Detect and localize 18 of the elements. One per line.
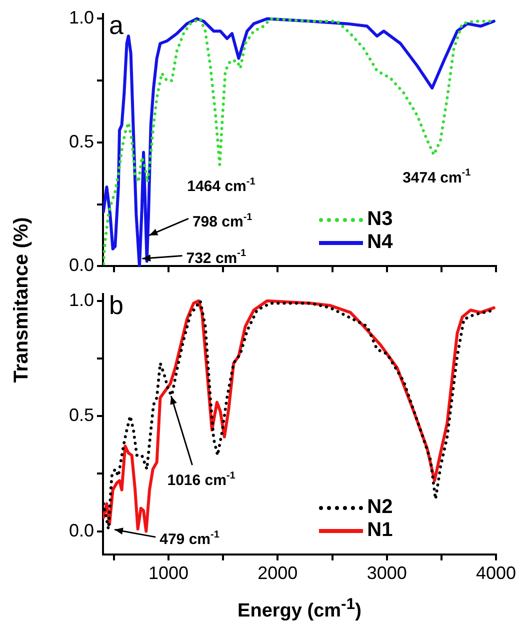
- y-tick-label: 0.5: [68, 131, 94, 152]
- y-tick-label: 1.0: [68, 8, 94, 28]
- y-axis-title: Transmitance (%): [10, 217, 34, 383]
- y-tick-label: 0.5: [68, 405, 94, 426]
- legend-label: N3: [367, 208, 393, 232]
- chart-title: a: [109, 10, 124, 40]
- y-tick-label: 1.0: [68, 290, 94, 310]
- legend-label: N4: [367, 231, 393, 254]
- legend-label: N2: [367, 496, 393, 520]
- y-tick-label: 0.0: [68, 255, 94, 276]
- chart-title: b: [109, 290, 124, 320]
- x-tick-label: 4000: [476, 563, 516, 584]
- x-tick-label: 1000: [148, 563, 189, 584]
- legend-label: N1: [367, 519, 393, 542]
- x-axis-title: Energy (cm$^{-1}$): [236, 596, 362, 622]
- x-tick-label: 2000: [258, 563, 298, 584]
- x-tick-label: 3000: [366, 563, 407, 584]
- y-tick-label: 0.0: [68, 520, 94, 540]
